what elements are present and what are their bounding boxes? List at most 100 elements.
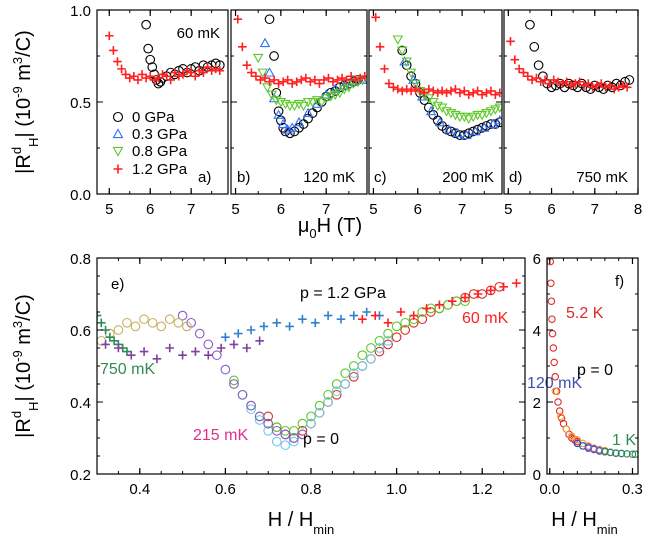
data-point bbox=[529, 41, 540, 52]
x-axis-label: H / Hmin bbox=[551, 509, 618, 537]
data-point bbox=[337, 73, 347, 83]
data-point bbox=[195, 66, 204, 76]
data-point bbox=[460, 293, 470, 302]
data-point bbox=[588, 82, 597, 92]
annotation: 1 K bbox=[612, 432, 636, 449]
data-point bbox=[618, 81, 628, 90]
data-point bbox=[340, 368, 351, 379]
data-point bbox=[173, 317, 184, 328]
x-tick-label: 0.6 bbox=[215, 481, 236, 498]
data-point bbox=[314, 400, 325, 411]
series bbox=[371, 13, 502, 99]
data-point bbox=[289, 101, 300, 112]
data-point bbox=[307, 98, 318, 108]
data-point bbox=[481, 109, 492, 119]
data-point bbox=[203, 339, 214, 350]
x-tick-label: 5 bbox=[231, 201, 239, 218]
data-d bbox=[506, 19, 635, 94]
series bbox=[358, 278, 521, 328]
data-point bbox=[557, 412, 565, 421]
data-point bbox=[374, 346, 385, 357]
data-point bbox=[286, 122, 298, 132]
data-point bbox=[596, 79, 606, 88]
data-point bbox=[392, 35, 404, 45]
y-tick-label: 4 bbox=[533, 323, 541, 340]
data-point bbox=[468, 88, 478, 98]
data-point bbox=[285, 322, 294, 331]
x-tick-label: 6 bbox=[414, 201, 422, 218]
data-b bbox=[233, 14, 367, 139]
data-point bbox=[220, 364, 231, 375]
data-point bbox=[366, 353, 376, 364]
data-point bbox=[170, 68, 180, 77]
y-axis-label: |RdH| (10-9 m3/C) bbox=[9, 294, 41, 438]
data-point bbox=[259, 322, 269, 331]
data-point bbox=[614, 82, 623, 92]
data-point bbox=[242, 60, 252, 70]
y-tick-label: 0.2 bbox=[70, 467, 91, 484]
x-tick-label: 0.4 bbox=[129, 481, 150, 498]
data-point bbox=[533, 60, 544, 71]
data-point bbox=[233, 329, 243, 338]
temperature-annotation: 60 mK bbox=[177, 25, 220, 42]
series bbox=[177, 310, 308, 443]
data-point bbox=[494, 117, 502, 128]
data-point bbox=[177, 310, 188, 321]
data-point bbox=[573, 436, 582, 444]
x-tick-label: 5 bbox=[369, 201, 377, 218]
x-tick-label: 1.2 bbox=[472, 481, 493, 498]
data-point bbox=[263, 418, 274, 429]
data-point bbox=[473, 289, 483, 299]
series bbox=[252, 53, 367, 112]
panel-f: 0.0 0.3 0 2 4 6 f) 5.2 K p = 0 1 K H / Hmin bbox=[533, 251, 643, 537]
data-point bbox=[445, 109, 457, 119]
data-point bbox=[536, 77, 546, 87]
data-point bbox=[343, 83, 355, 93]
y-tick-label: 6 bbox=[533, 251, 541, 268]
data-point bbox=[437, 86, 447, 96]
data-point bbox=[101, 340, 110, 349]
data-point bbox=[152, 354, 162, 364]
data-point bbox=[126, 350, 136, 360]
data-point bbox=[434, 116, 446, 127]
data-point bbox=[147, 62, 158, 72]
data-point bbox=[617, 449, 626, 458]
temperature-annotation: 200 mK bbox=[442, 169, 494, 186]
data-point bbox=[314, 407, 325, 418]
data-point bbox=[256, 75, 265, 85]
data-point bbox=[609, 84, 619, 94]
data-point bbox=[601, 82, 610, 92]
data-point bbox=[562, 425, 571, 433]
data-point bbox=[590, 445, 598, 453]
data-point bbox=[336, 314, 346, 324]
series bbox=[101, 336, 264, 364]
data-point bbox=[289, 425, 299, 436]
data-point bbox=[190, 71, 200, 81]
data-point bbox=[325, 92, 336, 102]
data-point bbox=[579, 81, 589, 90]
data-point bbox=[255, 336, 264, 346]
data-point bbox=[137, 70, 147, 79]
data-point bbox=[420, 88, 429, 98]
data-point bbox=[271, 96, 282, 106]
data-point bbox=[246, 325, 256, 335]
data-point bbox=[415, 86, 425, 96]
panel-label: a) bbox=[198, 169, 211, 186]
data-point bbox=[479, 122, 490, 132]
data-point bbox=[331, 386, 342, 397]
data-point bbox=[422, 304, 431, 313]
data-point bbox=[628, 450, 637, 458]
data-point bbox=[446, 126, 456, 137]
data-point bbox=[112, 111, 124, 123]
data-point bbox=[362, 307, 371, 317]
data-point bbox=[158, 70, 167, 79]
data-point bbox=[199, 68, 208, 77]
data-point bbox=[166, 75, 175, 85]
data-point bbox=[406, 86, 416, 96]
data-point bbox=[463, 128, 474, 139]
data-point bbox=[113, 325, 124, 335]
data-point bbox=[383, 328, 393, 339]
data-point bbox=[370, 311, 380, 320]
panel-c: 5 6 7 c) 200 mK bbox=[368, 9, 503, 218]
data-point bbox=[514, 64, 524, 74]
